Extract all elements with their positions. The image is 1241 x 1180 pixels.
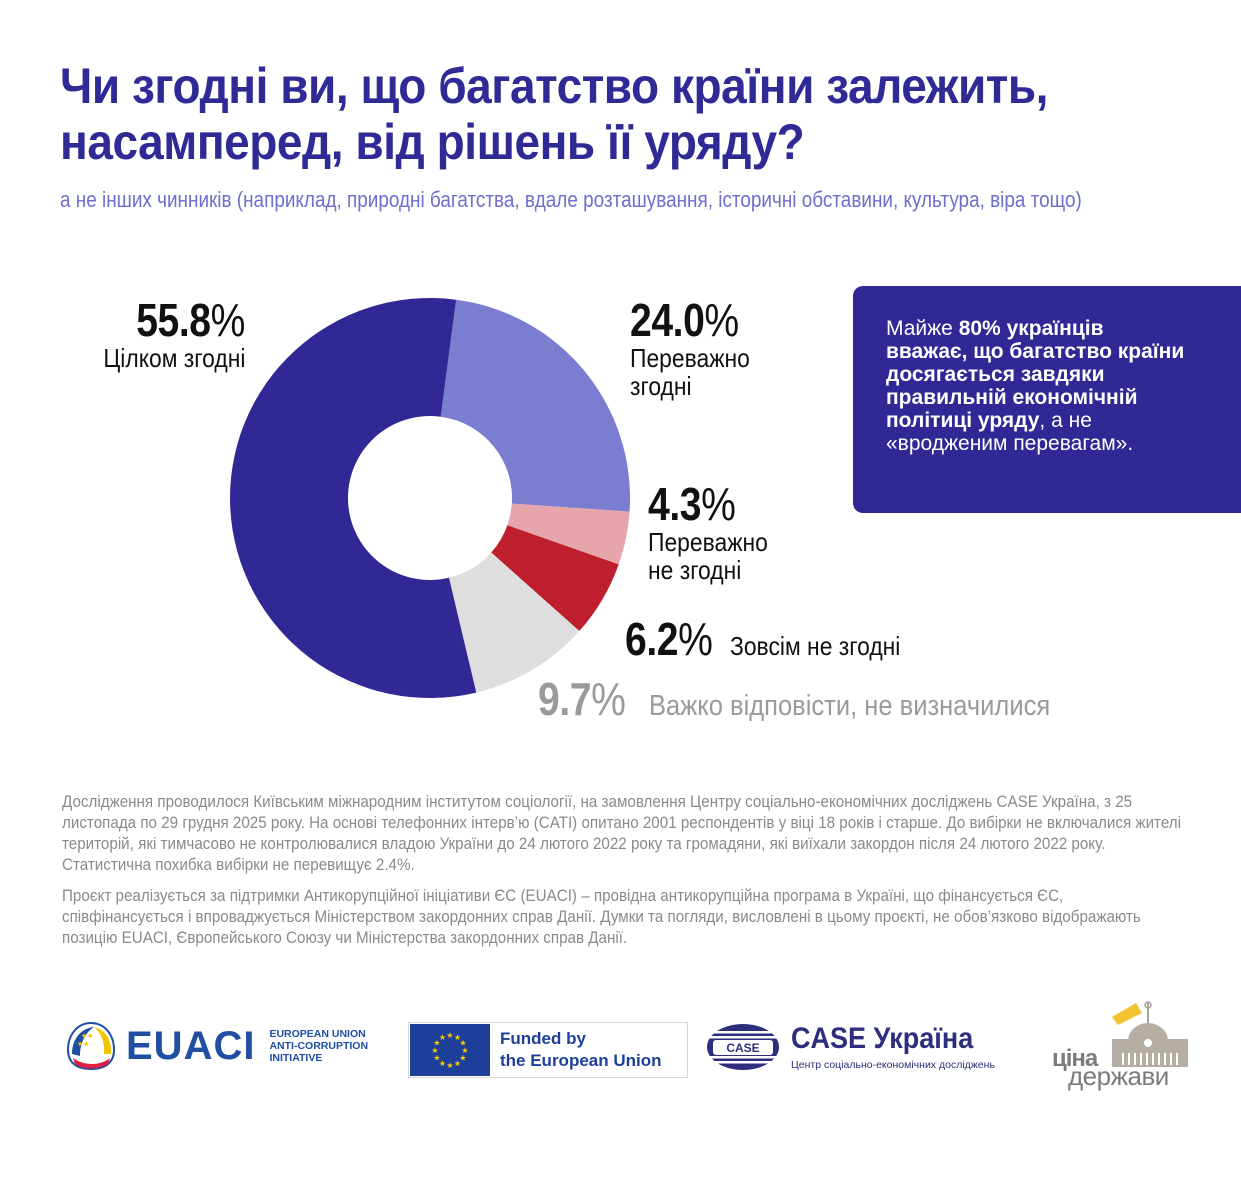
euaci-logo[interactable]: ★★ ★★ EUACI EUROPEAN UNION ANTI-CORRUPTI… (64, 1020, 368, 1072)
donut-segment-цілком-згодні (230, 298, 477, 698)
partner-logos: ★★ ★★ EUACI EUROPEAN UNION ANTI-CORRUPTI… (0, 1000, 1241, 1100)
page-title: Чи згодні ви, що багатство країни залежи… (60, 58, 1127, 170)
category-label-hard-to-say: Важко відповісти, не визначилися (648, 690, 1051, 722)
value-label-hard-to-say: 9.7% (538, 673, 626, 725)
label-mostly-disagree: 4.3% Переважно не згодні (648, 480, 784, 584)
eu-star-icon: ★ (433, 1039, 440, 1048)
methodology-note: Дослідження проводилося Київським міжнар… (62, 793, 1182, 874)
label-fully-agree: 55.8% Цілком згодні (84, 296, 245, 372)
callout-box: Майже 80% українців вважає, що багатство… (853, 286, 1241, 513)
eu-star-icon: ★ (454, 1059, 461, 1068)
category-label-mostly-disagree-2: не згодні (648, 555, 742, 585)
eu-star-icon: ★ (459, 1039, 466, 1048)
title-line-2: насамперед, від рішень її уряду? (60, 114, 805, 170)
cina-word: ціна (1052, 1045, 1098, 1072)
donut-chart (230, 298, 631, 698)
eu-star-icon: ★ (433, 1054, 440, 1063)
category-label-mostly-agree-2: згодні (630, 371, 692, 401)
eu-star-icon: ★ (461, 1046, 468, 1055)
value-label-fully-agree: 55.8% (136, 294, 245, 346)
parliament-building-icon (1112, 1001, 1188, 1067)
value-label-fully-disagree: 6.2% (625, 613, 713, 665)
case-text: CASE Україна Центр соціально-економічних… (791, 1022, 995, 1072)
disclaimer-note: Проєкт реалізується за підтримки Антикор… (62, 887, 1141, 947)
donut-segment-зовсім-не-згодні (491, 525, 619, 632)
cina-derzhavy-logo[interactable]: ціна держави (1050, 995, 1200, 1091)
donut-segment-переважно-згодні (440, 299, 631, 512)
svg-text:★★: ★★ (77, 1040, 90, 1048)
eu-star-icon: ★ (446, 1031, 453, 1040)
category-label-mostly-agree-1: Переважно (630, 343, 750, 373)
label-fully-disagree: 6.2% Зовсім не згодні (625, 615, 924, 663)
euaci-emblem-icon: ★★ ★★ (66, 1021, 116, 1071)
eu-star-icon: ★ (446, 1061, 453, 1070)
category-label-fully-disagree: Зовсім не згодні (729, 631, 901, 661)
title-line-1: Чи згодні ви, що багатство країни залежи… (60, 58, 1048, 114)
eu-star-icon: ★ (431, 1046, 438, 1055)
case-emblem-icon: CASE (707, 1024, 779, 1070)
value-label-mostly-disagree: 4.3% (648, 478, 736, 530)
page-subtitle: а не інших чинників (наприклад, природні… (60, 187, 1082, 212)
callout-highlight: 80% українців вважає, що багатство країн… (886, 317, 1185, 432)
euaci-subtitle: EUROPEAN UNION ANTI-CORRUPTION INITIATIV… (269, 1028, 369, 1064)
donut-segment-важко-відповісти-не-визначилися (448, 552, 580, 693)
derzhavy-word: держави (1068, 1061, 1169, 1091)
eu-star-icon: ★ (459, 1054, 466, 1063)
label-hard-to-say: 9.7% Важко відповісти, не визначилися (538, 675, 1105, 723)
eu-star-icon: ★ (439, 1059, 446, 1068)
category-label-mostly-disagree-1: Переважно (648, 527, 768, 557)
case-ukraine-logo[interactable]: CASE CASE Україна Центр соціально-економ… (705, 1022, 995, 1072)
category-label-fully-agree: Цілком згодні (102, 343, 245, 373)
value-label-mostly-agree: 24.0% (630, 294, 739, 346)
eu-star-icon: ★ (439, 1033, 446, 1042)
euaci-wordmark: EUACI (126, 1023, 256, 1068)
label-mostly-agree: 24.0% Переважно згодні (630, 296, 766, 400)
footnotes: Дослідження проводилося Київським міжнар… (62, 792, 1222, 959)
svg-text:★★: ★★ (81, 1032, 94, 1040)
svg-text:CASE: CASE (726, 1041, 759, 1055)
donut-segment-переважно-не-згодні (507, 503, 630, 565)
eu-funded-logo[interactable]: ★ ★ ★ ★ ★ ★ ★ ★ ★ ★ ★ ★ Funded by the European Unio… (408, 1022, 688, 1078)
eu-star-icon: ★ (454, 1033, 461, 1042)
eu-funded-text: Funded by the European Union (500, 1029, 662, 1070)
eu-flag-icon: ★ ★ ★ ★ ★ ★ ★ ★ ★ ★ ★ ★ (410, 1024, 490, 1076)
callout-text: Майже 80% українців вважає, що багатство… (886, 317, 1185, 455)
